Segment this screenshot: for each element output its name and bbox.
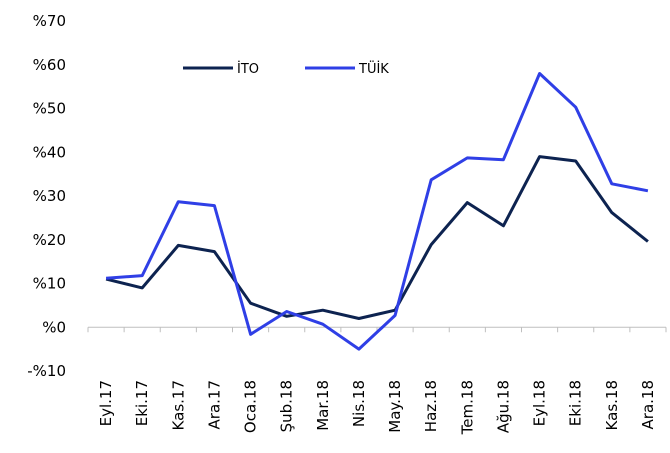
x-tick-label: Mar.18	[314, 380, 332, 431]
y-tick-label: -%10	[27, 362, 66, 380]
y-tick-label: %20	[33, 231, 66, 249]
legend-label: TÜİK	[358, 60, 389, 77]
x-tick-label: Ara.18	[639, 380, 657, 429]
x-tick-label: Şub.18	[278, 380, 296, 432]
x-tick-label: Tem.18	[458, 380, 476, 435]
x-tick-label: Eki.17	[133, 380, 151, 426]
x-tick-label: Eki.18	[567, 380, 585, 426]
legend-label: İTO	[237, 61, 259, 77]
y-tick-label: %30	[33, 187, 66, 205]
y-tick-label: %40	[33, 143, 66, 161]
y-tick-label: %10	[33, 275, 66, 293]
x-tick-label: Nis.18	[350, 380, 368, 427]
x-tick-label: Oca.18	[242, 380, 260, 433]
y-tick-label: %0	[42, 318, 66, 336]
x-tick-label: Kas.17	[169, 380, 187, 430]
x-tick-label: Ara.17	[205, 380, 223, 429]
series-line	[105, 72, 649, 351]
x-tick-label: May.18	[386, 380, 404, 433]
y-tick-label: %70	[33, 12, 66, 30]
x-tick-label: Haz.18	[422, 380, 440, 432]
y-tick-label: %50	[33, 100, 66, 118]
x-tick-label: Eyl.18	[531, 380, 549, 426]
series-line	[105, 155, 649, 320]
x-tick-label: Eyl.17	[97, 380, 115, 426]
x-tick-label: Ağu.18	[494, 380, 512, 433]
y-tick-label: %60	[33, 56, 66, 74]
x-tick-label: Kas.18	[603, 380, 621, 430]
